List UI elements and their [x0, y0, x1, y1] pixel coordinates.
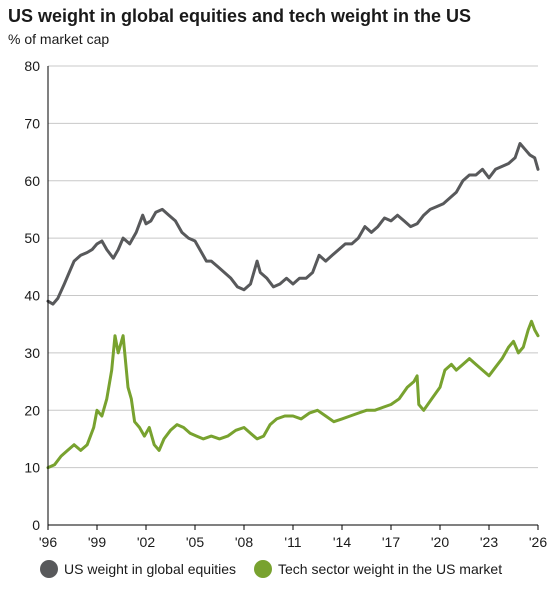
- x-tick-label: '26: [529, 534, 547, 550]
- legend-label-tech-weight: Tech sector weight in the US market: [278, 561, 503, 577]
- x-tick-label: '20: [431, 534, 449, 550]
- x-tick-label: '02: [137, 534, 155, 550]
- series-lines: [46, 142, 540, 470]
- x-tick-label: '17: [382, 534, 400, 550]
- y-tick-label: 30: [24, 345, 40, 361]
- legend-swatch-us-weight: [40, 560, 58, 578]
- x-axis-ticks: '96 '99 '02 '05 '08 '11 '14 '17 '20 '23 '26: [39, 525, 547, 550]
- y-tick-label: 0: [32, 517, 40, 533]
- series-line-tech-weight: [46, 319, 540, 470]
- y-tick-label: 80: [24, 58, 40, 74]
- series-line-us-weight: [46, 142, 540, 306]
- x-tick-label: '99: [88, 534, 106, 550]
- gridlines: [48, 65, 538, 469]
- y-axis-ticks: 0 10 20 30 40 50 60 70 80: [24, 58, 40, 533]
- x-tick-label: '08: [235, 534, 253, 550]
- x-tick-label: '11: [284, 534, 301, 550]
- y-tick-label: 10: [24, 460, 40, 476]
- x-tick-label: '96: [39, 534, 57, 550]
- legend-swatch-tech-weight: [254, 560, 272, 578]
- x-tick-label: '23: [480, 534, 498, 550]
- legend-item-us-weight: US weight in global equities: [40, 560, 236, 578]
- legend-label-us-weight: US weight in global equities: [64, 561, 236, 577]
- x-tick-label: '14: [333, 534, 351, 550]
- chart-title: US weight in global equities and tech we…: [8, 6, 472, 26]
- y-tick-label: 50: [24, 230, 40, 246]
- y-tick-label: 70: [24, 115, 40, 131]
- legend-item-tech-weight: Tech sector weight in the US market: [254, 560, 502, 578]
- legend: US weight in global equities Tech sector…: [40, 560, 502, 578]
- x-tick-label: '05: [186, 534, 204, 550]
- chart-subtitle: % of market cap: [8, 31, 110, 47]
- y-tick-label: 20: [24, 402, 40, 418]
- y-tick-label: 40: [24, 288, 40, 304]
- y-tick-label: 60: [24, 173, 40, 189]
